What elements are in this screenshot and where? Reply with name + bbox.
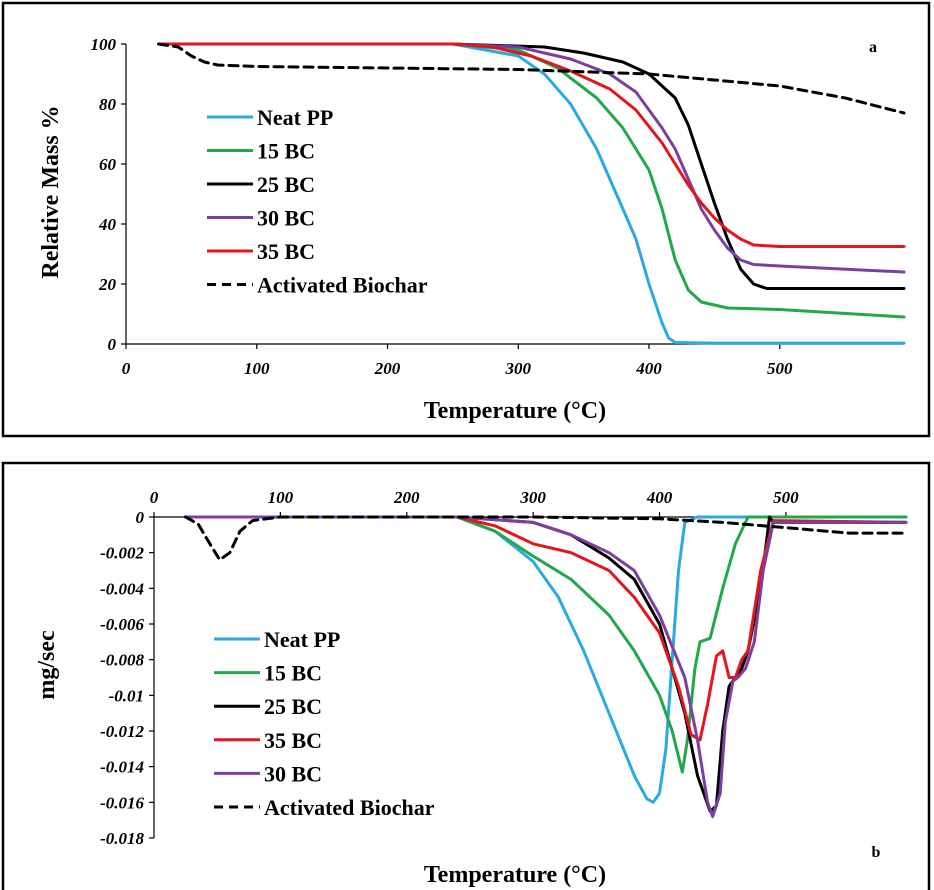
legend-label: 35 BC bbox=[264, 728, 322, 753]
x-tick-label: 200 bbox=[374, 359, 401, 378]
x-tick-label: 400 bbox=[635, 359, 662, 378]
x-tick-label: 500 bbox=[773, 488, 799, 507]
y-tick-label: 100 bbox=[91, 35, 117, 54]
x-axis-title: Temperature (°C) bbox=[424, 398, 606, 424]
legend-label: 15 BC bbox=[257, 139, 315, 164]
y-tick-label: 80 bbox=[99, 95, 117, 114]
x-tick-label: 500 bbox=[767, 359, 793, 378]
panel-b-legend: Neat PP 15 BC 25 BC 35 BC 30 BC Activated Bio… bbox=[214, 627, 435, 820]
y-axis-title: Relative Mass % bbox=[38, 105, 64, 278]
y-axis-title: mg/sec bbox=[34, 630, 60, 700]
y-tick-label: 20 bbox=[98, 275, 117, 294]
y-tick-label: 60 bbox=[99, 155, 117, 174]
panel-a-legend: Neat PP 15 BC 25 BC 30 BC 35 BC Activated Bio… bbox=[207, 105, 428, 298]
x-tick-label: 0 bbox=[150, 488, 159, 507]
series-line-activated-biochar bbox=[184, 515, 908, 562]
panel-a-series bbox=[157, 42, 906, 345]
y-tick-label: -0.002 bbox=[100, 544, 144, 563]
legend-label: 35 BC bbox=[257, 239, 315, 264]
x-tick-label: 100 bbox=[244, 359, 270, 378]
y-tick-label: -0.012 bbox=[100, 722, 144, 741]
x-tick-label: 300 bbox=[519, 488, 546, 507]
y-tick-label: -0.008 bbox=[100, 651, 144, 670]
y-tick-label: 0 bbox=[136, 508, 145, 527]
panel-b-axes: 0 -0.002 -0.004 -0.006 -0.008 -0.01 -0.012 -0.0… bbox=[100, 488, 906, 848]
x-tick-label: 0 bbox=[122, 359, 131, 378]
panel-label: b bbox=[872, 844, 881, 861]
y-tick-label: -0.018 bbox=[100, 829, 144, 848]
legend-label: 25 BC bbox=[264, 694, 322, 719]
legend-label: Activated Biochar bbox=[257, 273, 428, 298]
panel-b-frame bbox=[1, 461, 931, 890]
y-tick-label: -0.016 bbox=[100, 793, 144, 812]
y-tick-label: -0.004 bbox=[100, 579, 144, 598]
dtg-chart-svg: 0 -0.002 -0.004 -0.006 -0.008 -0.01 -0.012 -0.0… bbox=[1, 461, 931, 890]
legend-label: 30 BC bbox=[257, 206, 315, 231]
series-line-neat-pp bbox=[157, 42, 906, 345]
y-tick-label: -0.014 bbox=[100, 758, 144, 777]
panel-label: a bbox=[869, 39, 877, 56]
y-tick-label: 40 bbox=[98, 215, 117, 234]
legend-label: Neat PP bbox=[264, 627, 340, 652]
x-tick-label: 400 bbox=[646, 488, 673, 507]
chart-panel-a: 0 20 40 60 80 100 0 100 200 300 400 500 Neat PP 15 B… bbox=[0, 0, 934, 440]
x-tick-label: 300 bbox=[505, 359, 532, 378]
y-tick-label: -0.01 bbox=[109, 686, 144, 705]
legend-label: Neat PP bbox=[257, 105, 333, 130]
y-tick-label: 0 bbox=[108, 335, 117, 354]
legend-label: 30 BC bbox=[264, 761, 322, 786]
legend-label: 25 BC bbox=[257, 172, 315, 197]
panel-a-axes: 0 20 40 60 80 100 0 100 200 300 400 500 bbox=[91, 35, 904, 378]
series-line-35-bc bbox=[157, 42, 906, 248]
x-axis-title: Temperature (°C) bbox=[424, 862, 606, 888]
legend-label: 15 BC bbox=[264, 661, 322, 686]
chart-panel-b: 0 -0.002 -0.004 -0.006 -0.008 -0.01 -0.012 -0.0… bbox=[0, 460, 934, 890]
tga-chart-svg: 0 20 40 60 80 100 0 100 200 300 400 500 Neat PP 15 B… bbox=[1, 1, 931, 438]
x-tick-label: 200 bbox=[393, 488, 420, 507]
series-line-30-bc bbox=[184, 515, 908, 819]
x-tick-label: 100 bbox=[268, 488, 294, 507]
series-line-activated-biochar bbox=[157, 42, 906, 115]
series-line-15-bc bbox=[184, 515, 908, 774]
legend-label: Activated Biochar bbox=[264, 795, 435, 820]
series-line-30-bc bbox=[157, 42, 906, 274]
y-tick-label: -0.006 bbox=[100, 615, 144, 634]
panel-a-frame bbox=[1, 1, 931, 438]
panel-b-series bbox=[184, 515, 908, 819]
